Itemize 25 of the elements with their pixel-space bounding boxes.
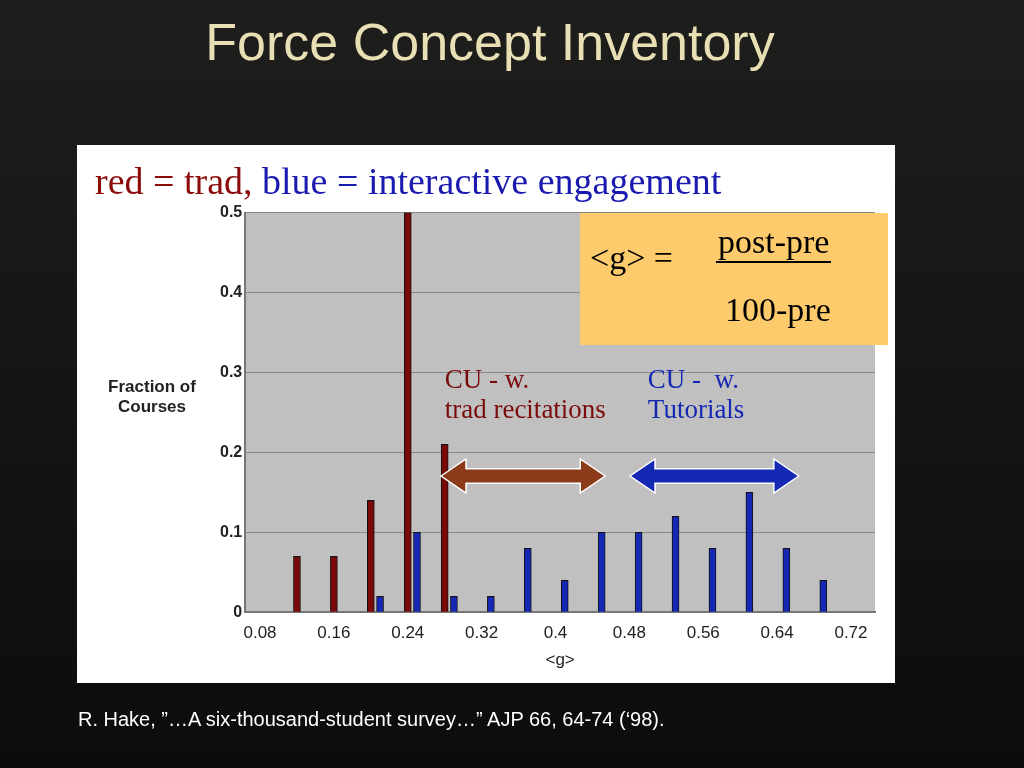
y-tick-label: 0.1 <box>219 522 243 540</box>
x-tick-label: 0.48 <box>612 623 646 643</box>
annotation: <g> = <box>590 239 674 277</box>
x-tick-label: 0.4 <box>543 623 568 643</box>
x-axis-title: <g> <box>545 650 575 670</box>
x-tick-label: 0.72 <box>834 623 868 643</box>
x-tick-label: 0.08 <box>243 623 277 643</box>
y-tick-label: 0.2 <box>219 442 243 460</box>
x-tick-label: 0.56 <box>686 623 720 643</box>
annotation: CU - w. trad recitations <box>444 364 606 425</box>
x-tick-label: 0.24 <box>391 623 425 643</box>
annotation: post-pre <box>716 223 832 263</box>
x-tick-label: 0.16 <box>317 623 351 643</box>
x-tick-label: 0.32 <box>465 623 499 643</box>
chart-title: Force Concept Inventory <box>204 12 776 72</box>
annotation: 100-pre <box>725 291 831 329</box>
y-tick-label: 0 <box>233 602 243 620</box>
y-tick-label: 0.5 <box>219 203 243 221</box>
text: R. Hake, ”…A six-thousand-student survey…” AJP 66, 64-74 (‘98). <box>78 708 665 731</box>
y-tick-label: 0.4 <box>219 282 243 300</box>
y-axis-title: Fraction of Courses <box>108 377 196 416</box>
chart-subtitle: red = trad, blue = interactive engagement <box>95 160 722 202</box>
annotation: CU - w. Tutorials <box>647 364 745 425</box>
x-tick-label: 0.64 <box>760 623 794 643</box>
y-tick-label: 0.3 <box>219 362 243 380</box>
